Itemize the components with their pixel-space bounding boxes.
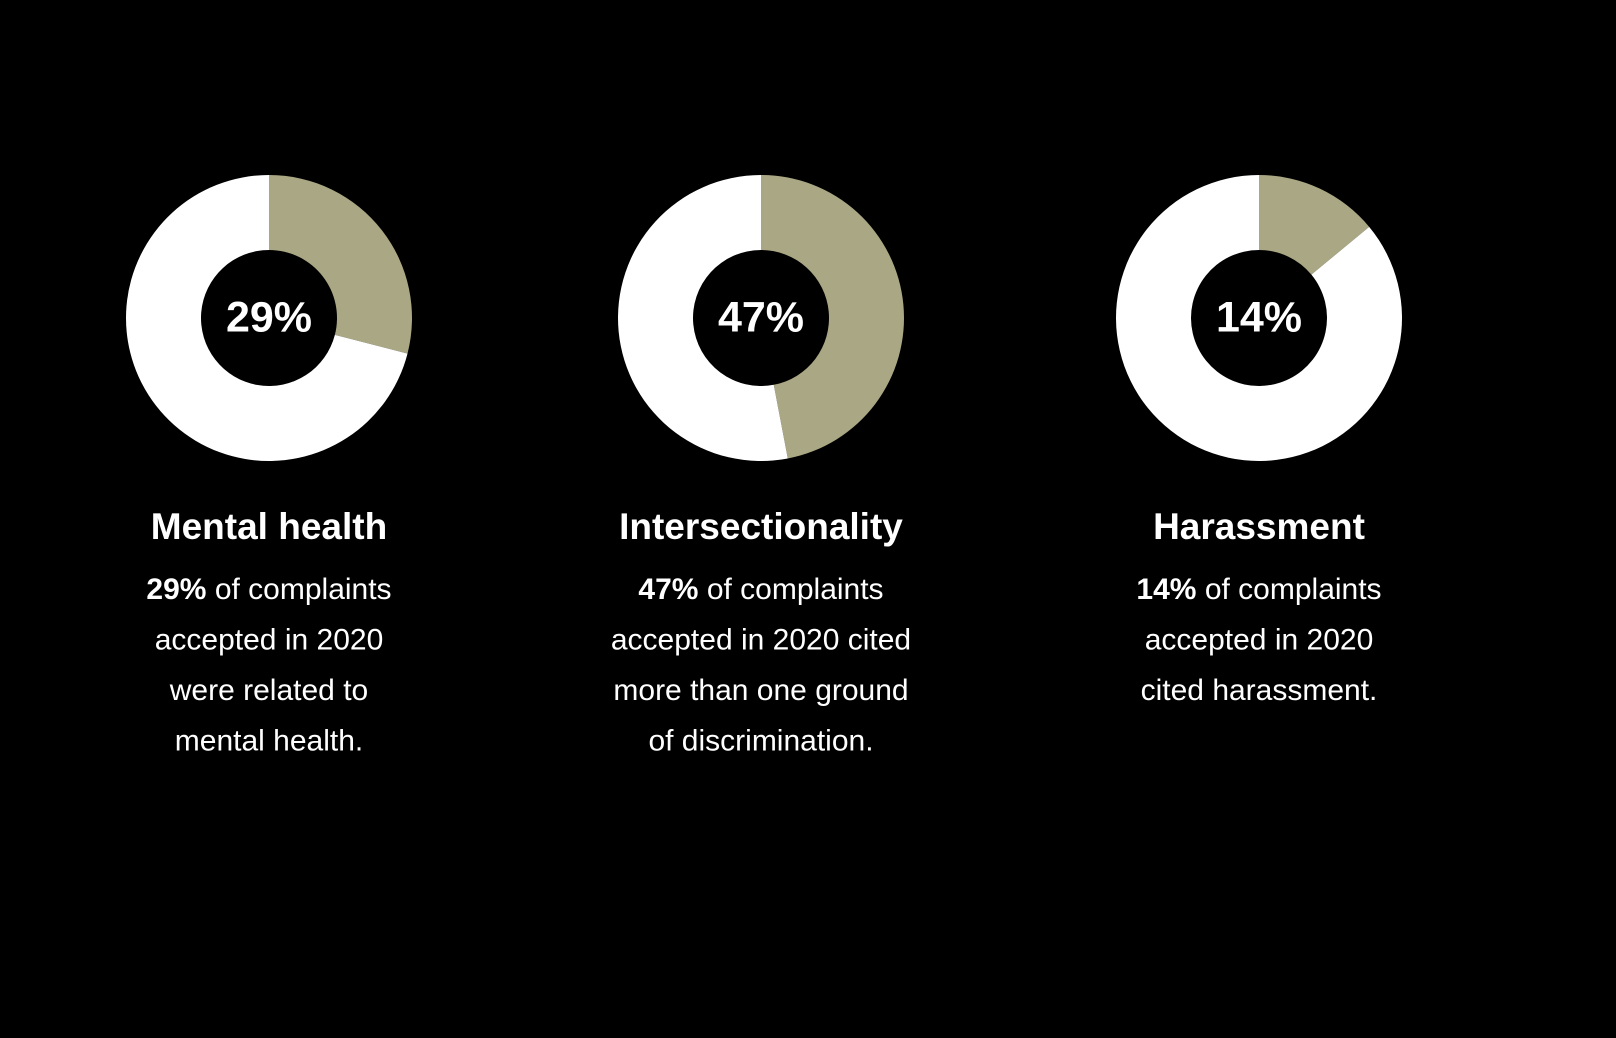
description-text: of discrimination. — [648, 724, 873, 757]
center-label: 14% — [1216, 293, 1302, 341]
donut-segment — [761, 175, 905, 459]
center-label: 47% — [718, 293, 804, 341]
description-line: accepted in 2020 cited — [611, 623, 911, 656]
description-line: 47% of complaints — [638, 573, 883, 606]
description-text: cited harassment. — [1141, 674, 1378, 707]
description-line: 14% of complaints — [1136, 573, 1381, 606]
description-text: of complaints — [1205, 573, 1382, 606]
category-title: Mental health — [151, 506, 387, 547]
category-title: Harassment — [1153, 506, 1365, 547]
description-line: 29% of complaints — [146, 573, 391, 606]
description-line: were related to — [169, 674, 368, 707]
description-line: accepted in 2020 — [1145, 623, 1374, 656]
description-text: of complaints — [215, 573, 392, 606]
donut-segment — [269, 175, 412, 354]
description-highlight: 29% — [146, 573, 206, 606]
description-text: mental health. — [175, 724, 363, 757]
description-highlight: 47% — [638, 573, 698, 606]
description-line: cited harassment. — [1141, 674, 1378, 707]
donut-segment — [125, 175, 408, 461]
donut-segment — [618, 175, 788, 461]
description-text: more than one ground — [613, 674, 908, 707]
donut-segment — [1115, 174, 1402, 461]
description-highlight: 14% — [1136, 573, 1196, 606]
description-line: of discrimination. — [648, 724, 873, 757]
donut-segment — [1259, 175, 1370, 275]
center-label: 29% — [226, 293, 312, 341]
description-line: mental health. — [175, 724, 363, 757]
description-text: accepted in 2020 cited — [611, 623, 911, 656]
description-line: more than one ground — [613, 674, 908, 707]
category-title: Intersectionality — [619, 506, 903, 547]
description-text: were related to — [169, 674, 368, 707]
description-text: of complaints — [707, 573, 884, 606]
description-text: accepted in 2020 — [155, 623, 384, 656]
description-text: accepted in 2020 — [1145, 623, 1374, 656]
description-line: accepted in 2020 — [155, 623, 384, 656]
